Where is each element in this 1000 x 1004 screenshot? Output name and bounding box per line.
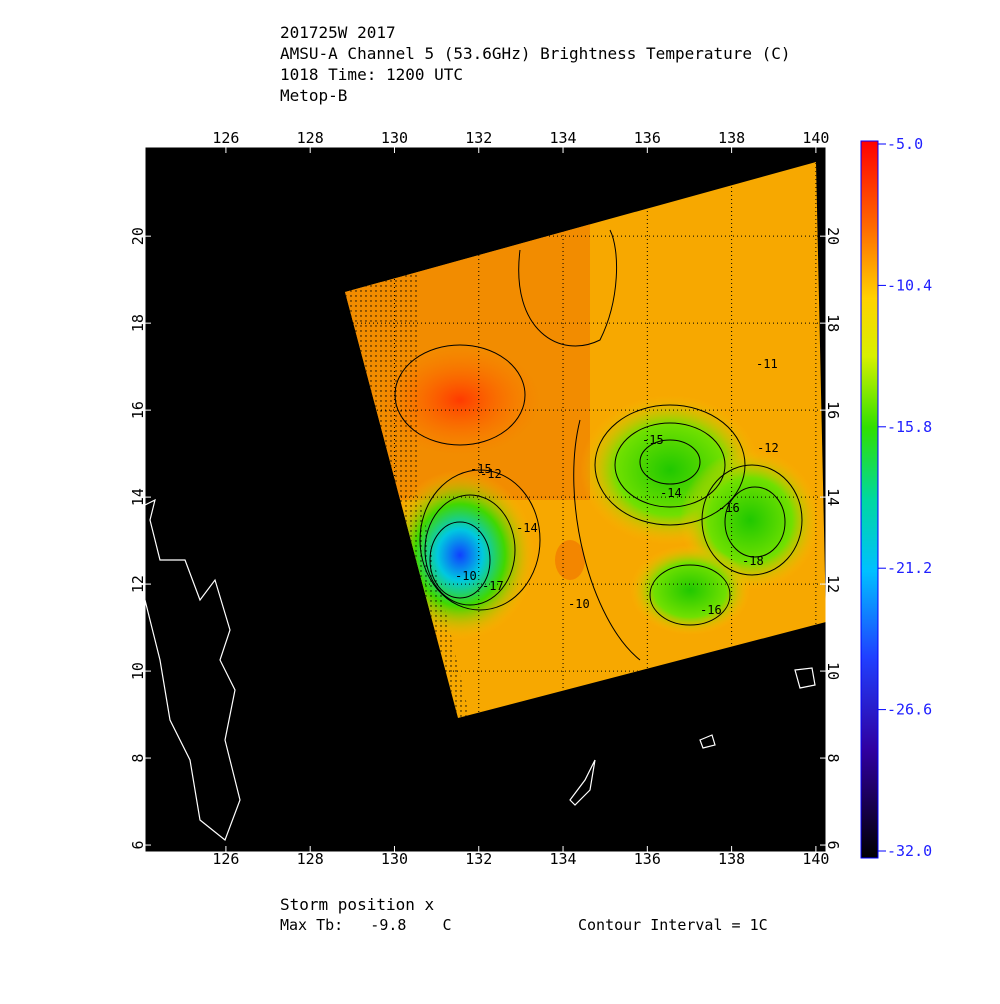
x-tick-label: 126 [212,129,239,147]
colorbar [860,140,879,859]
x-tick-label: 136 [634,129,661,147]
x-tick-label: 140 [802,850,829,868]
contour-label: -16 [700,603,722,617]
x-tick-label: 126 [212,850,239,868]
contour-label: -15 [470,462,492,476]
y-tick-label: 20 [129,227,147,245]
max-tb: Max Tb: -9.8 C [280,916,452,934]
x-tick-label: 134 [549,129,576,147]
colorbar-label: -5.0 [887,135,923,153]
x-tick-label: 132 [465,850,492,868]
contour-label: -16 [718,501,740,515]
title-line: Metop-B [280,86,347,105]
x-tick-label: 134 [549,850,576,868]
x-tick-label: 138 [718,850,745,868]
contour-label: -17 [482,579,504,593]
contour-label: -12 [757,441,779,455]
contour-label: -18 [742,554,764,568]
contour-interval: Contour Interval = 1C [578,916,768,934]
contour-label: -10 [455,569,477,583]
y-tick-label: 8 [824,754,842,763]
y-tick-label: 18 [129,314,147,332]
title-line: 1018 Time: 1200 UTC [280,65,463,84]
x-tick-label: 130 [381,129,408,147]
x-tick-label: 128 [297,850,324,868]
y-tick-label: 20 [824,227,842,245]
x-tick-label: 130 [381,850,408,868]
x-tick-label: 132 [465,129,492,147]
map-border [144,146,827,853]
contour-label: -12 [480,467,502,481]
colorbar-label: -26.6 [887,701,932,719]
colorbar-label: -21.2 [887,559,932,577]
coastline [144,498,816,841]
colorbar-label: -32.0 [887,842,932,860]
y-tick-label: 12 [129,575,147,593]
y-tick-label: 16 [129,401,147,419]
contour-label: -14 [660,486,682,500]
title-line: 201725W 2017 [280,23,396,42]
contour-label: -14 [516,521,538,535]
y-tick-label: 16 [824,401,842,419]
y-tick-label: 6 [129,841,147,850]
y-tick-label: 18 [824,314,842,332]
y-tick-label: 6 [824,841,842,850]
y-tick-label: 10 [824,662,842,680]
x-tick-label: 136 [634,850,661,868]
y-tick-label: 12 [824,575,842,593]
colorbar-label: -10.4 [887,276,932,294]
y-tick-label: 14 [129,488,147,506]
title-line: AMSU-A Channel 5 (53.6GHz) Brightness Te… [280,44,791,63]
y-tick-label: 14 [824,488,842,506]
x-tick-label: 128 [297,129,324,147]
contour-label: -11 [756,357,778,371]
storm-position: Storm position x [280,895,434,914]
colorbar-label: -15.8 [887,418,932,436]
y-tick-label: 8 [129,754,147,763]
x-tick-label: 138 [718,129,745,147]
y-tick-label: 10 [129,662,147,680]
contour-label: -15 [642,433,664,447]
contour-label: -10 [568,597,590,611]
x-tick-label: 140 [802,129,829,147]
